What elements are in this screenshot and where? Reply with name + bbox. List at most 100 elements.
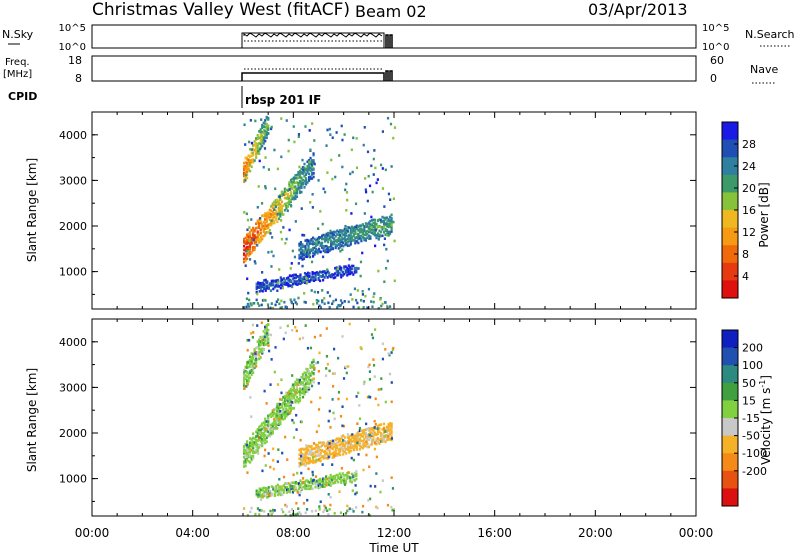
range-time-cell	[256, 237, 259, 240]
range-time-cell	[304, 255, 307, 258]
range-time-cell	[354, 484, 357, 487]
range-time-cell	[253, 442, 256, 446]
range-time-cell	[343, 474, 346, 477]
range-time-cell	[277, 402, 280, 406]
range-time-cell	[351, 440, 354, 443]
range-time-cell	[259, 139, 262, 143]
range-time-cell	[250, 368, 253, 372]
range-time-cell	[255, 137, 258, 140]
range-time-cell	[351, 444, 354, 447]
range-time-cell	[266, 491, 269, 495]
range-time-cell	[352, 444, 355, 448]
range-time-cell	[279, 230, 283, 234]
range-time-cell	[370, 231, 374, 235]
range-time-cell	[288, 284, 292, 287]
range-time-cell	[375, 236, 378, 240]
range-time-cell	[390, 426, 393, 430]
range-time-cell	[253, 140, 256, 143]
range-time-cell	[302, 280, 305, 283]
range-time-cell	[321, 444, 324, 447]
range-time-cell	[255, 156, 258, 159]
range-time-cell	[301, 249, 304, 252]
range-time-cell	[276, 491, 279, 495]
range-time-cell	[343, 479, 346, 483]
range-time-cell	[256, 434, 259, 438]
range-time-cell	[363, 229, 366, 233]
range-time-cell	[331, 439, 335, 443]
range-time-cell	[243, 444, 246, 448]
range-time-cell	[287, 284, 290, 288]
range-time-cell	[349, 236, 352, 240]
range-time-cell	[322, 479, 325, 483]
range-time-cell	[298, 378, 302, 382]
range-time-cell	[388, 230, 392, 234]
freq-label: Freq.	[5, 57, 30, 68]
range-time-cell	[277, 217, 280, 221]
range-time-cell	[372, 427, 375, 430]
range-time-cell	[332, 411, 335, 415]
range-time-cell	[258, 436, 261, 439]
range-time-cell	[355, 491, 358, 494]
range-time-cell	[339, 447, 342, 451]
range-time-cell	[294, 391, 298, 394]
range-time-cell	[264, 427, 267, 431]
range-time-cell	[300, 391, 303, 395]
range-time-cell	[262, 129, 265, 132]
range-time-cell	[258, 284, 261, 288]
range-time-cell	[291, 397, 294, 401]
range-time-cell	[346, 229, 349, 232]
range-time-cell	[258, 347, 261, 351]
range-time-cell	[372, 440, 375, 443]
range-time-cell	[270, 513, 273, 516]
range-time-cell	[302, 275, 305, 279]
range-time-cell	[319, 441, 322, 444]
range-time-cell	[372, 435, 375, 438]
range-time-cell	[243, 448, 246, 451]
range-time-cell	[258, 340, 261, 344]
range-time-cell	[278, 212, 281, 216]
range-time-cell	[314, 250, 318, 254]
range-time-cell	[250, 154, 253, 157]
range-time-cell	[316, 248, 319, 252]
range-time-cell	[349, 441, 352, 444]
range-time-cell	[315, 479, 319, 483]
range-time-cell	[299, 450, 303, 453]
range-time-cell	[387, 232, 390, 235]
range-time-cell	[324, 449, 327, 453]
range-time-cell	[370, 442, 374, 446]
range-time-cell	[309, 477, 313, 481]
range-time-cell	[310, 289, 313, 292]
range-time-cell	[349, 438, 352, 442]
range-time-cell	[297, 400, 300, 404]
range-time-cell	[298, 453, 301, 457]
range-time-cell	[324, 454, 327, 458]
range-time-cell	[342, 444, 345, 448]
range-time-cell	[279, 286, 282, 290]
range-time-cell	[278, 490, 281, 493]
range-time-cell	[388, 422, 392, 425]
range-time-cell	[249, 369, 252, 373]
range-time-cell	[259, 235, 262, 239]
range-time-cell	[291, 274, 295, 277]
range-time-cell	[286, 409, 289, 412]
range-time-cell	[290, 262, 293, 265]
range-time-cell	[262, 121, 265, 125]
range-time-cell	[376, 225, 380, 229]
range-time-cell	[274, 203, 277, 207]
nsky-tick-bottom: 10^0	[59, 42, 86, 53]
range-time-cell	[289, 514, 292, 517]
range-time-cell	[319, 306, 322, 309]
range-time-cell	[258, 513, 261, 516]
range-time-cell	[282, 193, 285, 196]
range-time-cell	[265, 332, 269, 335]
range-time-cell	[309, 278, 313, 282]
range-time-cell	[272, 447, 275, 451]
y-tick-label: 3000	[59, 174, 87, 187]
range-time-cell	[266, 303, 270, 306]
range-time-cell	[349, 272, 352, 276]
colorbar-tick-label: 200	[742, 342, 763, 355]
range-time-cell	[328, 451, 331, 455]
range-time-cell	[286, 193, 289, 196]
range-time-cell	[361, 429, 364, 432]
range-time-cell	[273, 148, 276, 152]
